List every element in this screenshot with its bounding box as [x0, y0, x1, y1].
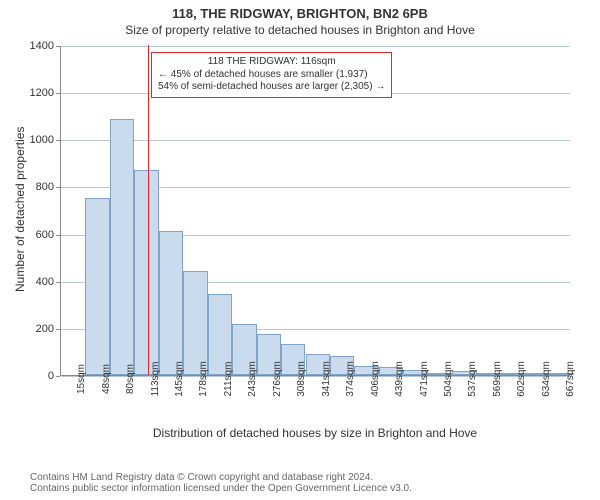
- x-tick-label: 471sqm: [419, 361, 430, 397]
- annot-line-3: 54% of semi-detached houses are larger (…: [158, 81, 385, 94]
- histogram-bar: [134, 170, 158, 375]
- page-subtitle: Size of property relative to detached ho…: [0, 23, 600, 37]
- annot-line-2: ← 45% of detached houses are smaller (1,…: [158, 69, 385, 82]
- y-tick: [56, 376, 60, 377]
- x-tick-label: 178sqm: [198, 361, 209, 397]
- y-tick: [56, 46, 60, 47]
- annot-line-1: 118 THE RIDGWAY: 116sqm: [158, 56, 385, 69]
- y-tick: [56, 187, 60, 188]
- chart-annotation: 118 THE RIDGWAY: 116sqm ← 45% of detache…: [151, 52, 392, 98]
- histogram-bar: [85, 198, 109, 375]
- page-title: 118, THE RIDGWAY, BRIGHTON, BN2 6PB: [0, 0, 600, 21]
- footer-line-1: Contains HM Land Registry data © Crown c…: [30, 472, 412, 483]
- x-tick-label: 341sqm: [321, 361, 332, 397]
- x-tick-label: 406sqm: [370, 361, 381, 397]
- x-tick-label: 602sqm: [516, 361, 527, 397]
- histogram-bar: [183, 271, 207, 375]
- grid-line: [61, 46, 570, 47]
- y-axis-title: Number of detached properties: [13, 132, 27, 292]
- y-tick: [56, 235, 60, 236]
- y-tick: [56, 140, 60, 141]
- marker-line: [148, 45, 149, 375]
- x-tick-label: 211sqm: [223, 362, 234, 397]
- x-tick-label: 15sqm: [76, 364, 87, 394]
- y-tick-label: 0: [48, 370, 54, 382]
- x-tick-label: 308sqm: [296, 361, 307, 397]
- y-tick-label: 400: [36, 276, 54, 288]
- footer-line-2: Contains public sector information licen…: [30, 483, 412, 494]
- x-tick-label: 276sqm: [272, 361, 283, 397]
- x-tick-label: 113sqm: [150, 362, 161, 397]
- x-tick-label: 48sqm: [101, 364, 112, 394]
- y-tick-label: 1200: [30, 87, 54, 99]
- x-axis-title: Distribution of detached houses by size …: [60, 426, 570, 440]
- y-tick: [56, 93, 60, 94]
- x-tick-label: 504sqm: [443, 361, 454, 397]
- y-tick: [56, 282, 60, 283]
- histogram-bar: [110, 119, 134, 375]
- grid-line: [61, 140, 570, 141]
- histogram-bar: [159, 231, 183, 375]
- x-tick-label: 374sqm: [345, 361, 356, 397]
- y-tick-label: 200: [36, 323, 54, 335]
- x-tick-label: 634sqm: [541, 361, 552, 397]
- x-tick-label: 439sqm: [394, 361, 405, 397]
- y-tick-label: 800: [36, 181, 54, 193]
- x-tick-label: 243sqm: [247, 361, 258, 397]
- y-tick-label: 1400: [30, 40, 54, 52]
- x-tick-label: 145sqm: [174, 361, 185, 397]
- y-tick-label: 600: [36, 229, 54, 241]
- x-tick-label: 80sqm: [125, 364, 136, 394]
- x-tick-label: 667sqm: [565, 361, 576, 397]
- y-tick: [56, 329, 60, 330]
- y-tick-label: 1000: [30, 134, 54, 146]
- footer: Contains HM Land Registry data © Crown c…: [30, 472, 412, 494]
- x-tick-label: 537sqm: [467, 361, 478, 397]
- x-tick-label: 569sqm: [492, 361, 503, 397]
